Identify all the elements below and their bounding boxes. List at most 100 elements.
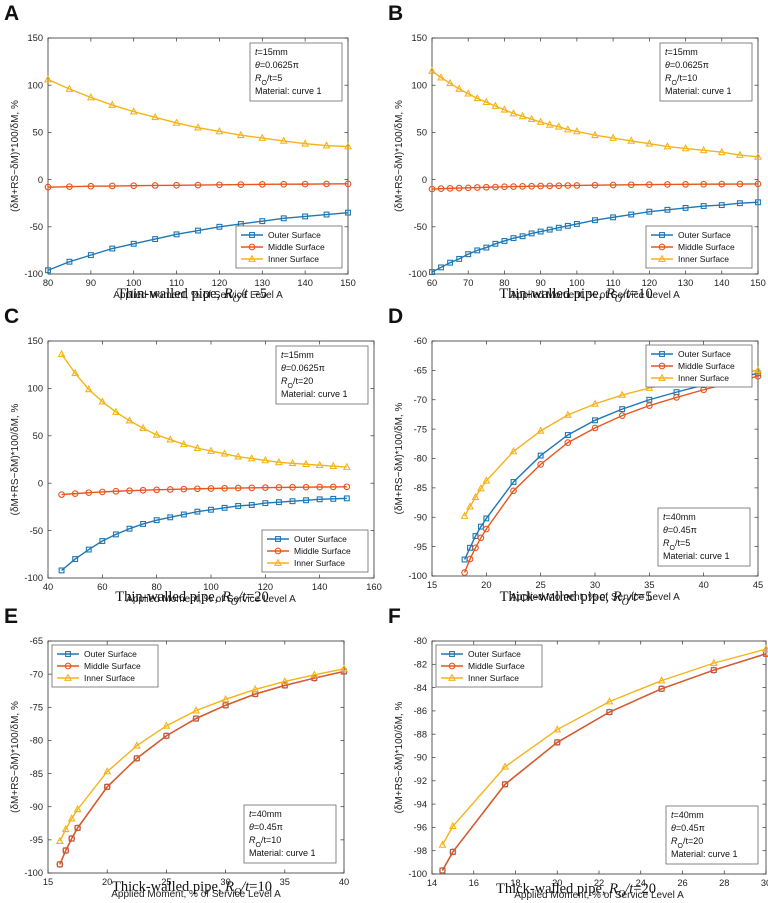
series-line <box>61 486 347 496</box>
data-point <box>344 180 352 188</box>
data-point <box>646 396 653 403</box>
series-middle-surface <box>461 372 762 576</box>
data-point <box>464 184 472 192</box>
legend-label: Inner Surface <box>468 673 519 683</box>
chart-panel-b: B 60 70 80 90 100 110 120 130 140 150 -100 -50 0 50 100… <box>384 0 768 305</box>
panel-caption: Thin-walled pipe, RO/t=20 <box>0 589 384 608</box>
annotation-line: RO/t=20 <box>281 376 313 390</box>
data-point <box>735 150 744 158</box>
series-line <box>441 648 767 846</box>
y-tick-label: 100 <box>27 384 43 394</box>
annotation-line: t=40mm <box>671 810 704 820</box>
data-point <box>609 181 617 189</box>
data-point <box>519 183 526 190</box>
legend-marker <box>248 243 256 251</box>
data-point <box>126 525 133 532</box>
y-tick-label: -65 <box>30 636 43 646</box>
x-tick-label: 90 <box>86 278 96 288</box>
series-line <box>59 670 345 865</box>
y-tick-label: -80 <box>30 736 43 746</box>
data-point <box>536 117 545 125</box>
data-point <box>605 697 614 705</box>
data-point <box>528 182 535 190</box>
data-point <box>501 238 508 244</box>
legend-label: Inner Surface <box>268 254 319 264</box>
x-tick-label: 22 <box>594 878 604 888</box>
data-point <box>329 483 337 491</box>
data-point <box>172 118 181 126</box>
panel-letter: A <box>4 2 20 25</box>
y-tick-label: 100 <box>27 80 43 90</box>
y-axis-label: (δM+RS−δM)*100/δM, % <box>10 404 21 516</box>
x-tick-label: 110 <box>169 278 184 288</box>
data-point <box>754 152 762 160</box>
series-middle-surface <box>56 668 348 868</box>
series-middle-surface <box>58 483 351 498</box>
data-point <box>234 484 242 492</box>
data-point <box>645 139 654 147</box>
x-axis-label: Applied Moment, % of Service Level A <box>510 290 680 301</box>
y-tick-label: -65 <box>414 366 427 376</box>
data-point <box>437 73 445 81</box>
data-point <box>126 487 133 495</box>
legend-label: Middle Surface <box>84 661 141 671</box>
data-point <box>343 483 351 491</box>
data-point <box>193 443 202 451</box>
data-point <box>482 183 490 191</box>
data-point <box>316 483 324 491</box>
data-point <box>66 258 73 265</box>
annotation-line: Material: curve 1 <box>255 86 322 96</box>
data-point <box>618 390 627 398</box>
data-point <box>573 182 581 189</box>
y-tick-label: -70 <box>414 395 427 405</box>
legend-marker <box>65 651 71 657</box>
data-point <box>537 461 545 468</box>
data-point <box>71 368 80 377</box>
x-tick-label: 30 <box>220 877 230 887</box>
y-tick-label: -88 <box>414 729 427 739</box>
legend-label: Outer Surface <box>678 349 731 359</box>
data-point <box>572 126 581 135</box>
legend-label: Middle Surface <box>678 242 735 252</box>
y-tick-label: -100 <box>24 868 43 878</box>
data-point <box>112 487 120 495</box>
legend-label: Outer Surface <box>294 534 347 544</box>
data-point <box>546 226 553 233</box>
annotation-line: t=40mm <box>249 809 282 819</box>
legend-label: Inner Surface <box>678 254 729 264</box>
data-point <box>152 236 159 243</box>
x-tick-label: 60 <box>427 278 437 288</box>
data-point <box>166 486 174 493</box>
caption-ratio: RO/t =5 <box>223 286 267 305</box>
data-point <box>345 209 351 216</box>
y-tick-label: 50 <box>417 128 427 138</box>
data-point <box>564 182 572 189</box>
data-point <box>699 145 708 154</box>
data-point <box>316 496 323 503</box>
data-point <box>180 485 188 493</box>
series-inner-surface <box>44 75 352 150</box>
data-point <box>700 203 707 209</box>
series-inner-surface <box>57 349 351 470</box>
legend-label: Outer Surface <box>84 649 137 659</box>
data-point <box>754 365 762 374</box>
x-tick-label: 28 <box>719 878 729 888</box>
data-point <box>482 525 490 533</box>
data-point <box>55 836 64 845</box>
data-point <box>510 183 517 190</box>
y-tick-label: -85 <box>30 769 43 779</box>
annotation-line: t=15mm <box>665 47 698 57</box>
x-tick-label: 25 <box>535 580 545 590</box>
annotation-line: RO/t=10 <box>665 73 697 87</box>
data-point <box>274 457 283 466</box>
x-tick-label: 18 <box>510 878 520 888</box>
data-point <box>66 183 73 191</box>
data-point <box>476 483 485 492</box>
data-point <box>140 521 147 527</box>
legend-label: Outer Surface <box>268 230 321 240</box>
series-outer-surface <box>429 199 761 276</box>
series-line <box>47 211 349 271</box>
annotation-box <box>275 345 369 405</box>
data-point <box>465 251 472 258</box>
y-tick-label: 50 <box>33 431 43 441</box>
